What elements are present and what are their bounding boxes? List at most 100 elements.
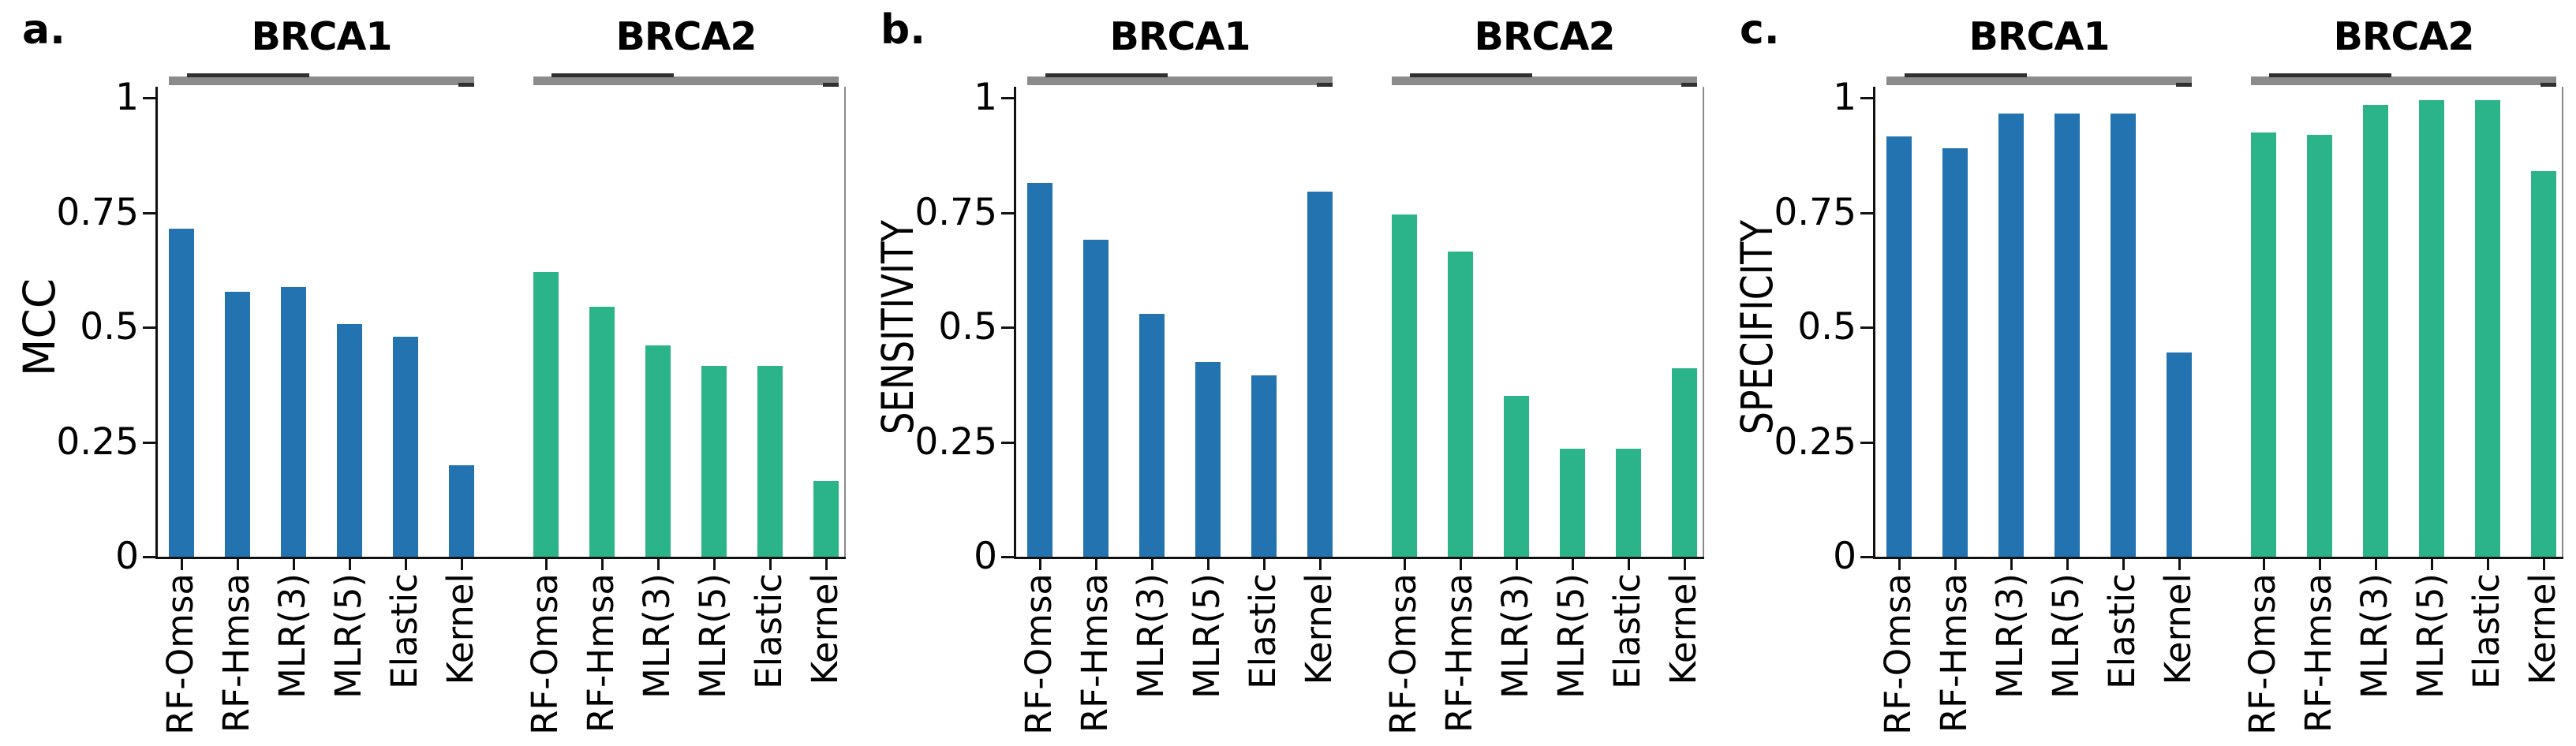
y-tick-label: 0.75 bbox=[56, 190, 139, 234]
x-tick bbox=[1459, 559, 1462, 570]
x-tick bbox=[2486, 559, 2489, 570]
y-axis-label: SPECIFICITY bbox=[1732, 219, 1782, 435]
y-tick-label: 0.25 bbox=[914, 420, 997, 464]
group-header-brca1: BRCA1 bbox=[1109, 14, 1251, 59]
bar-brca1-mlr-3 bbox=[1139, 314, 1165, 557]
bar-brca1-rf-hmsa bbox=[225, 292, 250, 557]
panel-a: a. 0 0.25 0.5 0.75 1 MCC BRCA1 RF-Omsa RF-Hmsa MLR… bbox=[0, 0, 858, 746]
x-tick bbox=[1515, 559, 1518, 570]
bar-brca1-rf-omsa bbox=[1027, 183, 1052, 557]
bar-brca1-kernel bbox=[449, 465, 474, 557]
x-tick bbox=[460, 559, 463, 570]
x-tick bbox=[2122, 559, 2125, 570]
x-tick-label: RF-Omsa bbox=[524, 573, 566, 735]
x-tick-label: Elastic bbox=[748, 573, 790, 689]
group-bracket-dark-segment bbox=[1410, 73, 1532, 77]
x-tick-label: Elastic bbox=[1606, 573, 1648, 689]
bar-brca1-elastic bbox=[2111, 114, 2136, 557]
bar-brca2-mlr-5 bbox=[1560, 449, 1585, 557]
x-tick bbox=[292, 559, 295, 570]
x-tick bbox=[2262, 559, 2265, 570]
y-tick bbox=[143, 211, 155, 214]
y-tick-label: 0.75 bbox=[1774, 190, 1856, 234]
x-tick-label: Kernel bbox=[439, 573, 481, 685]
y-tick bbox=[1860, 97, 1873, 99]
panel-letter: b. bbox=[880, 6, 925, 54]
x-tick-label: RF-Omsa bbox=[1018, 573, 1060, 735]
x-tick bbox=[1897, 559, 1901, 570]
group-bracket-dark-segment bbox=[1905, 73, 2027, 77]
x-tick bbox=[2066, 559, 2069, 570]
x-tick bbox=[1038, 559, 1041, 570]
x-tick bbox=[1094, 559, 1097, 570]
x-tick-label: MLR(3) bbox=[1130, 573, 1172, 699]
x-axis-spine bbox=[1014, 557, 1704, 559]
x-tick-label: RF-Hmsa bbox=[215, 573, 257, 733]
y-tick-label: 0 bbox=[115, 535, 139, 578]
group-bracket-end-cap bbox=[2540, 83, 2556, 87]
x-tick bbox=[2430, 559, 2433, 570]
y-tick-label: 0 bbox=[1833, 535, 1856, 578]
group-bracket bbox=[2251, 76, 2556, 85]
x-tick bbox=[1403, 559, 1406, 570]
x-tick bbox=[1262, 559, 1266, 570]
x-tick-label: RF-Hmsa bbox=[1074, 573, 1116, 733]
y-tick bbox=[143, 556, 155, 558]
bar-brca2-kernel bbox=[2531, 171, 2556, 557]
x-tick-label: MLR(5) bbox=[1186, 573, 1228, 699]
y-tick-label: 1 bbox=[974, 76, 997, 119]
x-tick bbox=[544, 559, 548, 570]
bar-brca2-rf-omsa bbox=[1392, 214, 1417, 557]
y-tick-label: 1 bbox=[115, 76, 139, 119]
group-header-brca1: BRCA1 bbox=[1968, 14, 2110, 59]
x-tick bbox=[404, 559, 407, 570]
group-header-brca2: BRCA2 bbox=[615, 14, 757, 59]
x-tick bbox=[600, 559, 604, 570]
x-tick-label: Kernel bbox=[2522, 573, 2563, 685]
y-tick bbox=[1001, 326, 1014, 329]
x-tick bbox=[1150, 559, 1153, 570]
y-tick-label: 0.5 bbox=[80, 305, 139, 349]
group-bracket bbox=[169, 76, 474, 85]
y-axis-label: MCC bbox=[14, 278, 65, 377]
bar-brca2-elastic bbox=[1616, 449, 1641, 557]
bar-brca2-mlr-3 bbox=[2363, 105, 2388, 557]
group-bracket-end-cap bbox=[458, 83, 474, 87]
x-tick-label: MLR(5) bbox=[1550, 573, 1592, 699]
x-tick bbox=[1571, 559, 1574, 570]
x-tick bbox=[656, 559, 660, 570]
x-tick-label: MLR(3) bbox=[2354, 573, 2395, 699]
x-tick bbox=[236, 559, 239, 570]
y-axis-label: SENSITIVITY bbox=[873, 220, 923, 435]
x-tick-label: MLR(5) bbox=[692, 573, 734, 699]
bar-brca1-rf-omsa bbox=[169, 229, 194, 557]
x-tick-label: RF-Hmsa bbox=[1933, 573, 1975, 733]
group-bracket-end-cap bbox=[1317, 83, 1333, 87]
x-tick bbox=[712, 559, 716, 570]
y-tick bbox=[1860, 556, 1873, 558]
x-tick bbox=[2010, 559, 2013, 570]
x-tick-label: MLR(5) bbox=[2410, 573, 2451, 699]
group-bracket-dark-segment bbox=[1045, 73, 1168, 77]
x-tick bbox=[1953, 559, 1957, 570]
y-axis-spine bbox=[1873, 87, 1875, 559]
x-tick bbox=[180, 559, 183, 570]
group-header-brca2: BRCA2 bbox=[2333, 14, 2474, 59]
y-tick bbox=[1001, 97, 1014, 99]
x-tick-label: MLR(3) bbox=[636, 573, 678, 699]
group-bracket-dark-segment bbox=[2269, 73, 2391, 77]
x-axis-spine bbox=[1873, 557, 2563, 559]
panel-c: c. 0 0.25 0.5 0.75 1 SPECIFICITY BRCA1 RF-Omsa RF… bbox=[1718, 0, 2576, 746]
x-tick-label: Elastic bbox=[383, 573, 425, 689]
group-header-brca1: BRCA1 bbox=[251, 14, 392, 59]
bar-brca1-elastic bbox=[1251, 375, 1277, 557]
x-tick bbox=[1206, 559, 1209, 570]
panel-letter: c. bbox=[1740, 6, 1780, 54]
group-bracket bbox=[533, 76, 839, 85]
y-tick bbox=[1860, 441, 1873, 444]
bar-brca2-elastic bbox=[2475, 100, 2500, 557]
bar-brca2-mlr-5 bbox=[701, 366, 727, 557]
panel-b: b. 0 0.25 0.5 0.75 1 SENSITIVITY BRCA1 RF-Omsa RF… bbox=[858, 0, 1717, 746]
x-tick bbox=[2542, 559, 2545, 570]
y-tick-label: 0.5 bbox=[1797, 305, 1856, 349]
